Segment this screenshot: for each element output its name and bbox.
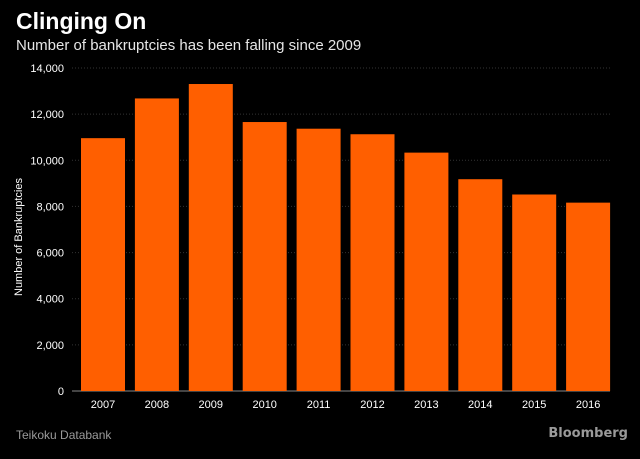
x-tick-label: 2009 [199, 399, 223, 411]
bar-2016 [566, 202, 611, 391]
x-tick-label: 2007 [91, 399, 115, 411]
x-tick-label: 2010 [252, 399, 276, 411]
x-tick-label: 2015 [522, 399, 546, 411]
y-axis-ticks: 0 2,000 4,000 6,000 8,000 10,000 12,000 14,000 [30, 63, 64, 398]
y-tick-label: 4,000 [36, 294, 64, 306]
bar-2015 [512, 194, 557, 391]
bar-2014 [458, 179, 503, 391]
x-tick-label: 2008 [145, 399, 169, 411]
y-tick-label: 10,000 [30, 155, 64, 167]
x-tick-label: 2016 [576, 399, 600, 411]
x-tick-label: 2012 [360, 399, 384, 411]
bloomberg-logo: Bloomberg [548, 426, 628, 441]
x-tick-label: 2013 [414, 399, 438, 411]
chart-subtitle: Number of bankruptcies has been falling … [16, 37, 362, 54]
bar-2010 [242, 122, 287, 391]
y-tick-label: 14,000 [30, 63, 64, 75]
x-tick-label: 2014 [468, 399, 492, 411]
y-axis-label: Number of Bankruptcies [13, 178, 25, 296]
y-tick-label: 0 [58, 386, 64, 398]
bar-2013 [404, 152, 449, 391]
bar-2012 [350, 134, 395, 391]
x-axis-ticks: 2007 2008 2009 2010 2011 2012 2013 2014 2015 2016 [91, 399, 601, 411]
x-tick-label: 2011 [307, 399, 331, 411]
source-note: Teikoku Databank [16, 428, 112, 442]
bar-2008 [134, 98, 179, 391]
bar-2007 [81, 138, 125, 391]
y-tick-label: 6,000 [36, 248, 64, 260]
y-tick-label: 8,000 [36, 201, 64, 213]
y-tick-label: 12,000 [30, 109, 64, 121]
y-tick-label: 2,000 [36, 340, 64, 352]
bar-2011 [296, 128, 341, 391]
bars [81, 84, 611, 392]
bar-2009 [188, 84, 233, 392]
chart-title: Clinging On [16, 8, 147, 34]
